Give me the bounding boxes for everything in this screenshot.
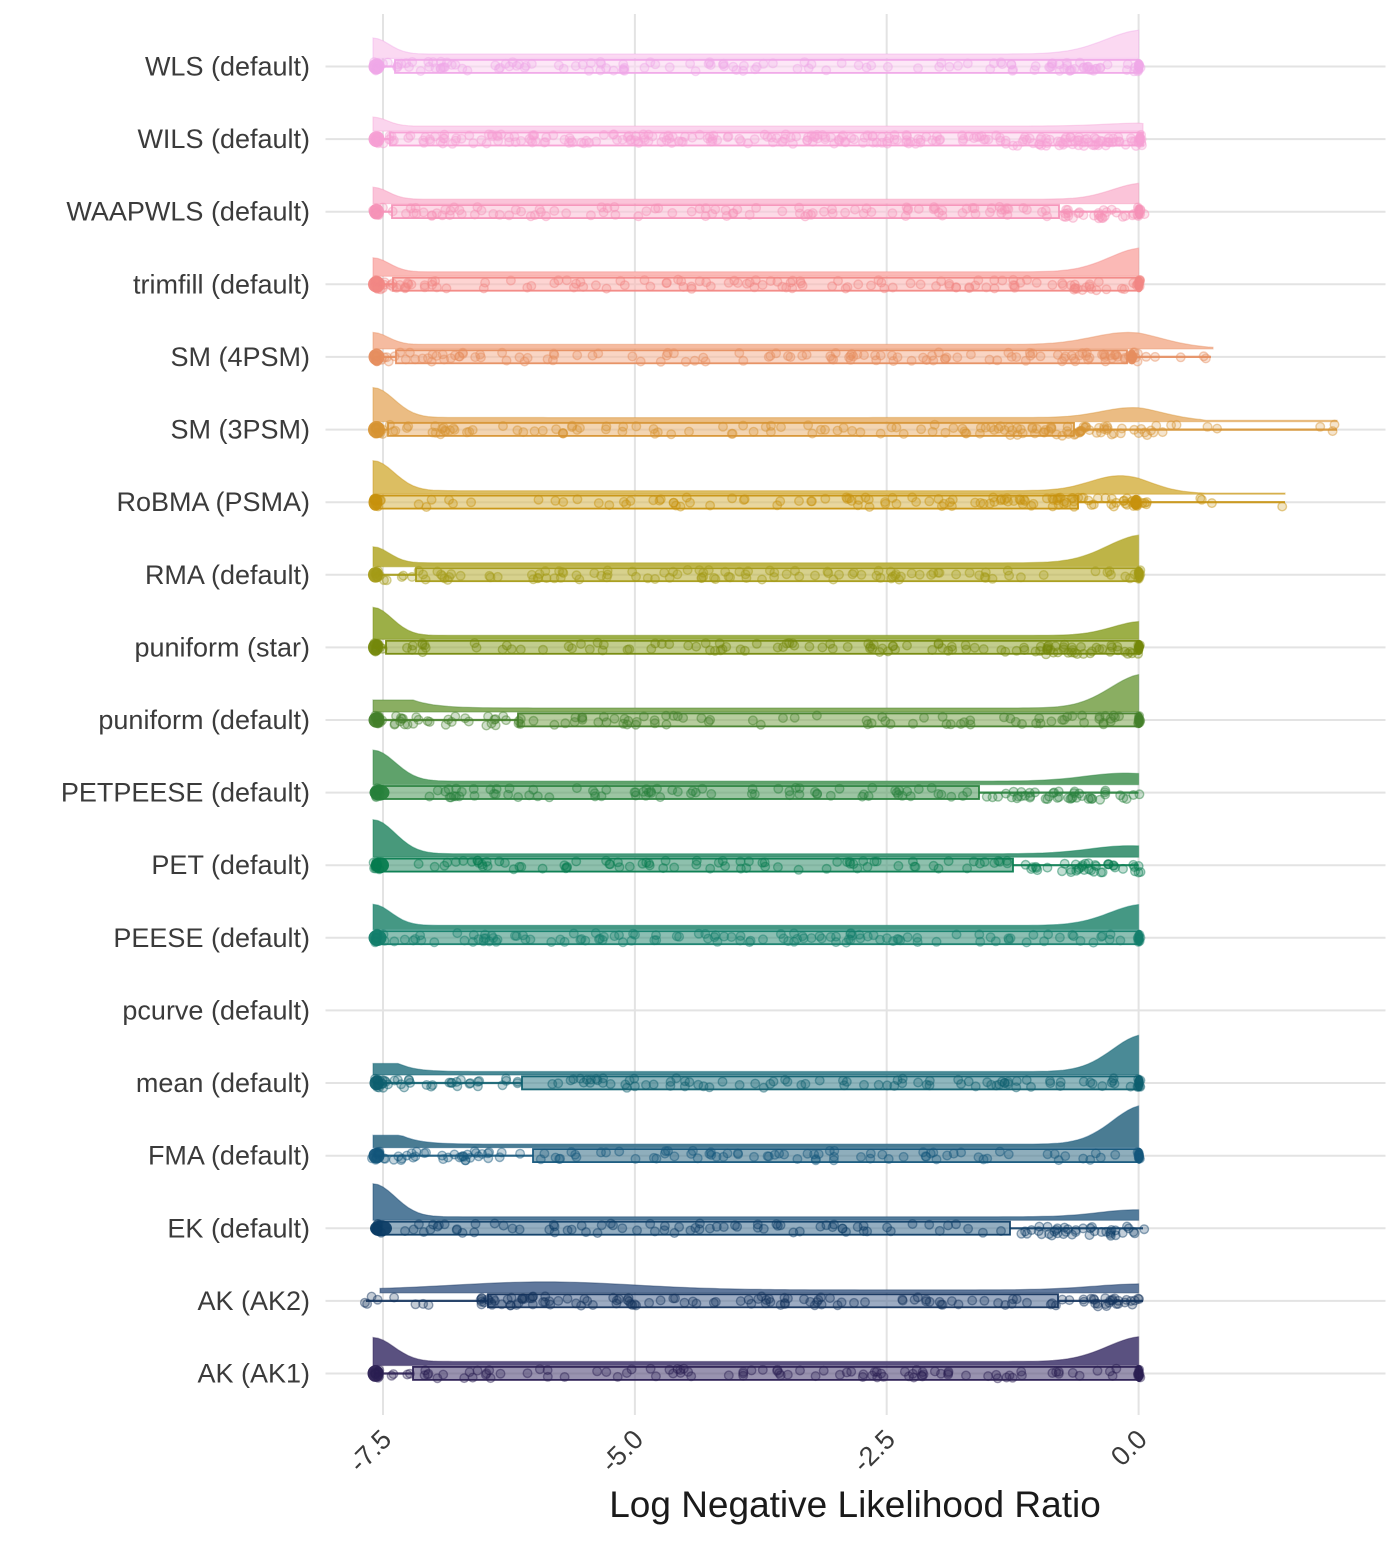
svg-text:puniform (star): puniform (star): [134, 632, 310, 662]
svg-text:PETPEESE (default): PETPEESE (default): [61, 778, 310, 808]
svg-text:puniform (default): puniform (default): [98, 705, 310, 735]
svg-text:PET (default): PET (default): [151, 850, 310, 880]
svg-text:RoBMA (PSMA): RoBMA (PSMA): [116, 487, 310, 517]
svg-text:trimfill (default): trimfill (default): [133, 269, 310, 299]
svg-text:FMA (default): FMA (default): [148, 1141, 310, 1171]
svg-text:AK (AK1): AK (AK1): [197, 1359, 310, 1389]
svg-text:mean (default): mean (default): [136, 1068, 310, 1098]
svg-text:PEESE (default): PEESE (default): [113, 923, 310, 953]
svg-text:WAAPWLS (default): WAAPWLS (default): [66, 197, 310, 227]
svg-text:pcurve (default): pcurve (default): [122, 995, 310, 1025]
svg-text:Log Negative Likelihood Ratio: Log Negative Likelihood Ratio: [609, 1484, 1101, 1525]
svg-text:WILS (default): WILS (default): [137, 124, 310, 154]
svg-text:EK (default): EK (default): [167, 1213, 310, 1243]
svg-text:SM (4PSM): SM (4PSM): [170, 342, 310, 372]
svg-text:SM (3PSM): SM (3PSM): [170, 415, 310, 445]
svg-text:RMA (default): RMA (default): [145, 560, 310, 590]
svg-text:AK (AK2): AK (AK2): [197, 1286, 310, 1316]
svg-text:WLS (default): WLS (default): [145, 52, 310, 82]
